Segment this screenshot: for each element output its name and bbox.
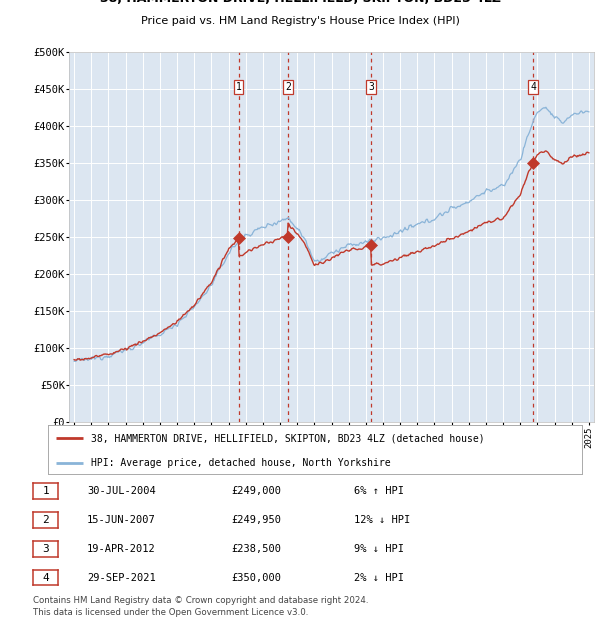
- Text: £238,500: £238,500: [231, 544, 281, 554]
- Text: £249,000: £249,000: [231, 486, 281, 496]
- Text: 19-APR-2012: 19-APR-2012: [87, 544, 156, 554]
- Text: 6% ↑ HPI: 6% ↑ HPI: [354, 486, 404, 496]
- Text: 12% ↓ HPI: 12% ↓ HPI: [354, 515, 410, 525]
- Text: 4: 4: [42, 572, 49, 583]
- Text: 38, HAMMERTON DRIVE, HELLIFIELD, SKIPTON, BD23 4LZ (detached house): 38, HAMMERTON DRIVE, HELLIFIELD, SKIPTON…: [91, 433, 484, 443]
- Text: 29-SEP-2021: 29-SEP-2021: [87, 572, 156, 583]
- Text: 2% ↓ HPI: 2% ↓ HPI: [354, 572, 404, 583]
- Text: Contains HM Land Registry data © Crown copyright and database right 2024.: Contains HM Land Registry data © Crown c…: [33, 596, 368, 605]
- Text: 38, HAMMERTON DRIVE, HELLIFIELD, SKIPTON, BD23 4LZ: 38, HAMMERTON DRIVE, HELLIFIELD, SKIPTON…: [100, 0, 500, 6]
- Text: 2: 2: [42, 515, 49, 525]
- Text: HPI: Average price, detached house, North Yorkshire: HPI: Average price, detached house, Nort…: [91, 458, 391, 468]
- Text: 15-JUN-2007: 15-JUN-2007: [87, 515, 156, 525]
- Text: Price paid vs. HM Land Registry's House Price Index (HPI): Price paid vs. HM Land Registry's House …: [140, 16, 460, 26]
- Text: 3: 3: [42, 544, 49, 554]
- Text: 9% ↓ HPI: 9% ↓ HPI: [354, 544, 404, 554]
- Text: 4: 4: [530, 82, 536, 92]
- Text: £249,950: £249,950: [231, 515, 281, 525]
- Text: 3: 3: [368, 82, 374, 92]
- Text: £350,000: £350,000: [231, 572, 281, 583]
- Text: 1: 1: [236, 82, 241, 92]
- Text: 1: 1: [42, 486, 49, 496]
- Text: 2: 2: [285, 82, 291, 92]
- Text: 30-JUL-2004: 30-JUL-2004: [87, 486, 156, 496]
- Text: This data is licensed under the Open Government Licence v3.0.: This data is licensed under the Open Gov…: [33, 608, 308, 617]
